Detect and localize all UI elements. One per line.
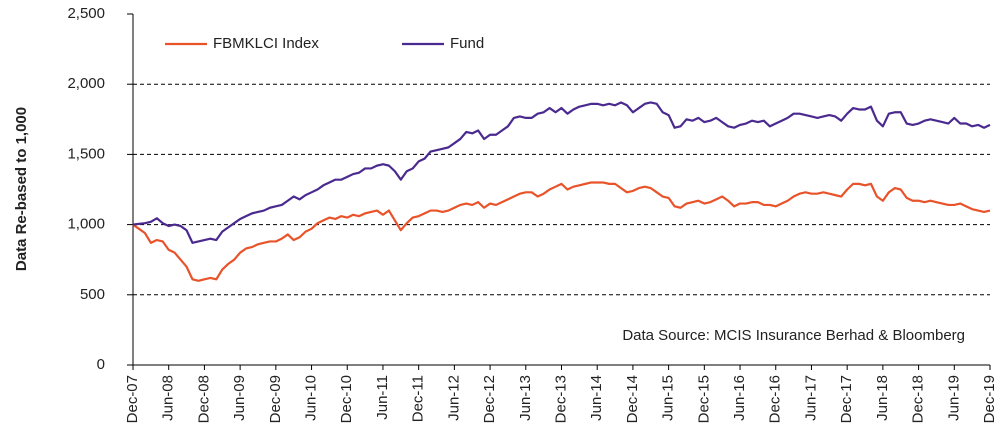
x-tick-label: Jun-15 [660,375,677,421]
x-tick-label: Dec-12 [481,375,498,423]
legend-label: FBMKLCI Index [213,35,319,52]
x-tick-label: Dec-09 [267,375,284,423]
x-tick-label: Jun-10 [303,375,320,421]
x-tick-label: Jun-11 [374,375,391,420]
y-tick-label: 2,000 [67,75,105,92]
y-axis-label: Data Re-based to 1,000 [13,107,30,271]
x-tick-label: Dec-10 [338,375,355,423]
x-tick-label: Dec-11 [410,375,427,422]
series-line [132,101,991,244]
x-tick-label: Jun-09 [231,375,248,421]
y-tick-label: 1,500 [67,145,105,162]
y-tick-label: 500 [80,286,105,303]
x-tick-label: Jun-13 [517,375,534,421]
annotation: Data Source: MCIS Insurance Berhad & Blo… [622,327,965,344]
x-tick-label: Dec-16 [767,375,784,423]
x-tick-label: Dec-18 [910,375,927,423]
x-tick-label: Jun-14 [588,375,605,421]
x-tick-label: Jun-08 [160,375,177,421]
x-tick-label: Dec-13 [552,375,569,423]
x-tick-label: Jun-12 [445,375,462,421]
x-tick-label: Dec-14 [624,375,641,423]
legend-label: Fund [450,35,484,52]
x-tick-label: Jun-19 [945,375,962,421]
x-tick-label: Dec-19 [981,375,998,423]
x-tick-label: Jun-16 [731,375,748,421]
series-line [132,181,991,282]
x-tick-label: Dec-08 [195,375,212,423]
x-tick-label: Dec-15 [695,375,712,423]
x-tick-label: Dec-07 [124,375,141,423]
y-tick-label: 0 [97,356,105,373]
y-tick-label: 2,500 [67,5,105,22]
y-tick-label: 1,000 [67,216,105,233]
x-tick-label: Jun-17 [802,375,819,421]
x-tick-label: Jun-18 [874,375,891,421]
x-tick-label: Dec-17 [838,375,855,423]
